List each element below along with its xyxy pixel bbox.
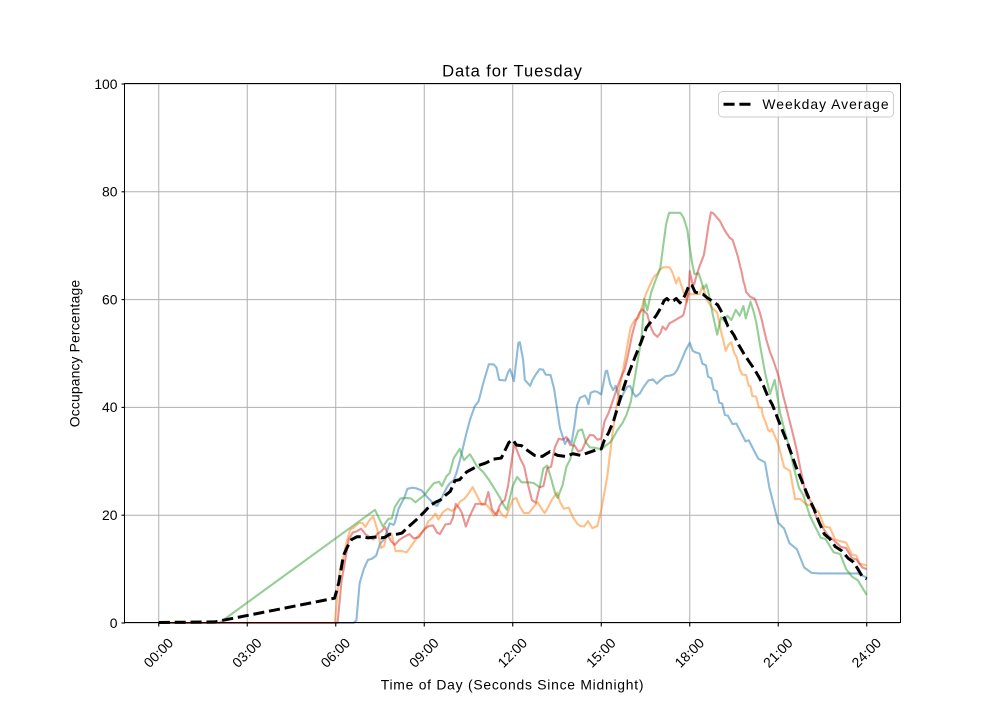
svg-text:Data for Tuesday: Data for Tuesday: [442, 62, 583, 81]
svg-text:20: 20: [102, 507, 118, 523]
svg-text:100: 100: [94, 76, 117, 92]
svg-text:60: 60: [102, 291, 118, 307]
svg-text:40: 40: [102, 399, 118, 415]
svg-text:Weekday Average: Weekday Average: [762, 96, 889, 112]
svg-text:0: 0: [110, 615, 118, 631]
svg-text:80: 80: [102, 184, 118, 200]
svg-text:Time of Day (Seconds Since Mid: Time of Day (Seconds Since Midnight): [381, 677, 645, 693]
svg-text:Occupancy Percentage: Occupancy Percentage: [67, 280, 83, 428]
